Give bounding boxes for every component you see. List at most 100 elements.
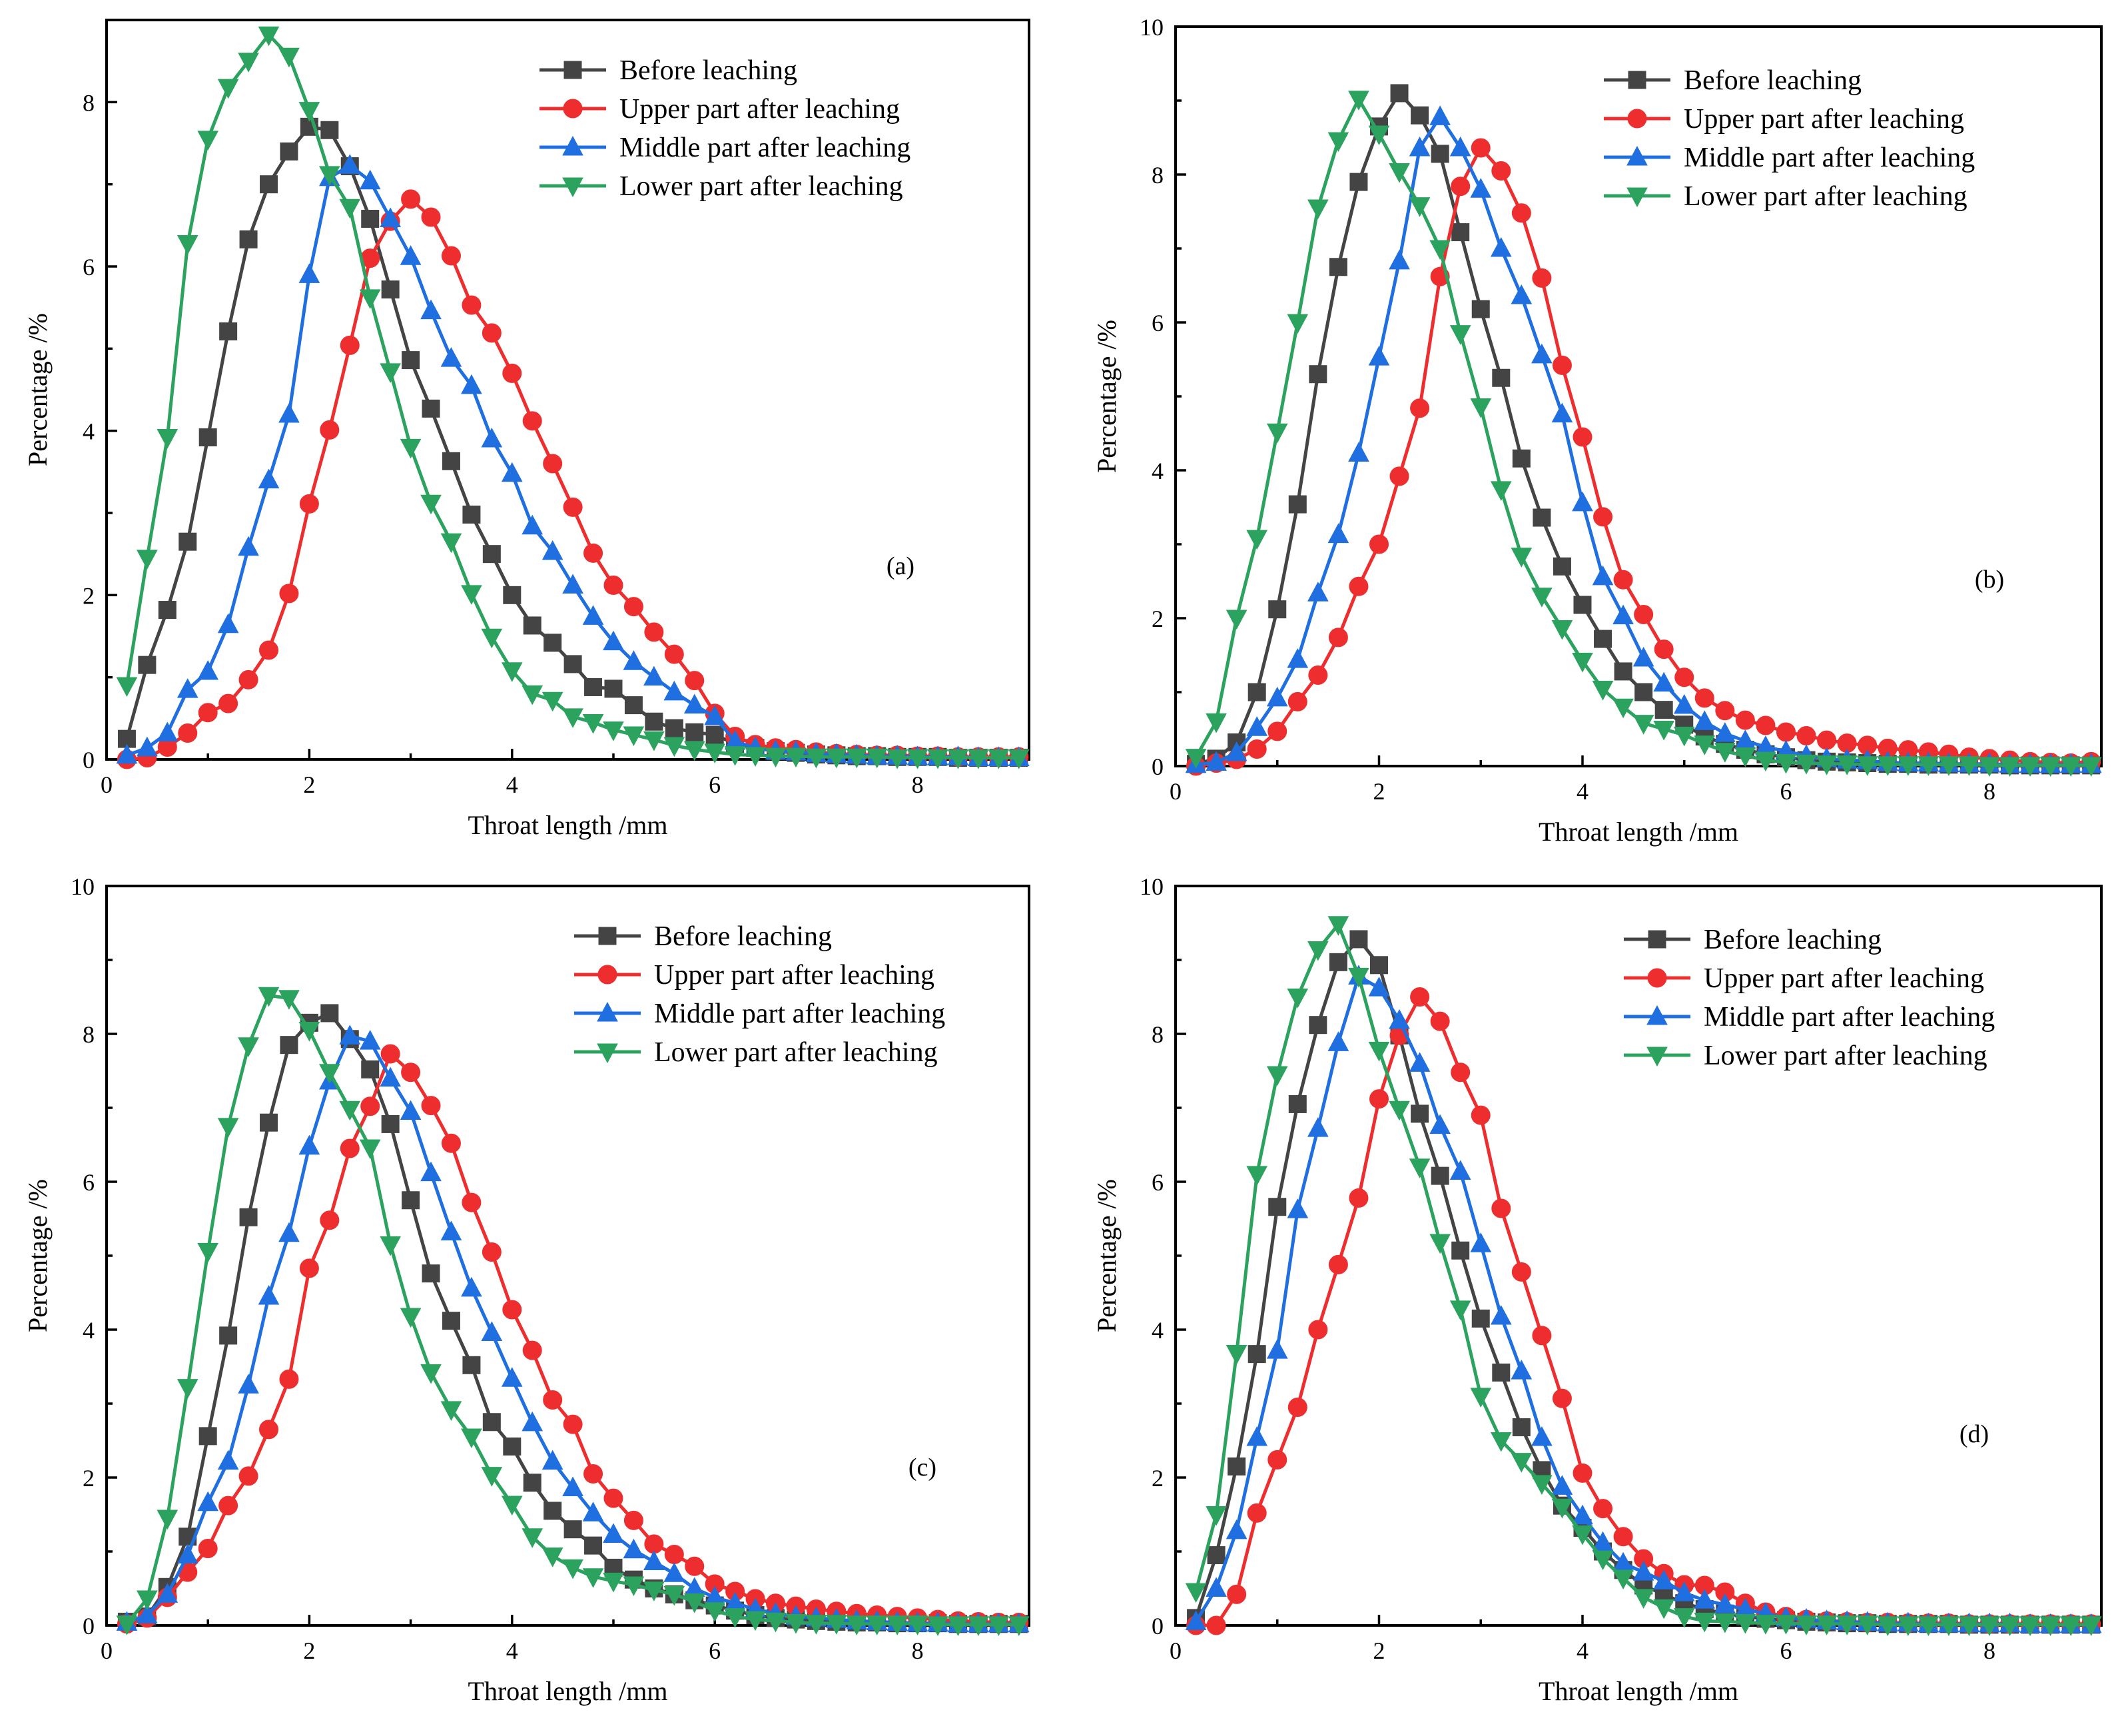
data-point-triangle-down	[1938, 1616, 1959, 1636]
data-point-circle	[360, 1096, 380, 1116]
data-point-square	[1431, 1166, 1449, 1185]
data-point-triangle-down	[420, 494, 442, 515]
data-point-circle	[583, 543, 603, 563]
data-point-square	[1390, 84, 1409, 103]
data-point-triangle-up	[1449, 136, 1471, 157]
data-point-triangle-down	[2060, 1616, 2082, 1636]
data-point-triangle-up	[623, 1538, 645, 1559]
data-point-triangle-up	[440, 1220, 462, 1240]
data-point-circle	[299, 494, 319, 514]
x-tick-label: 0	[101, 771, 113, 798]
data-point-triangle-down	[1327, 916, 1349, 936]
data-point-triangle-up	[217, 1450, 239, 1470]
x-tick-label: 6	[709, 1637, 721, 1664]
data-point-triangle-down	[825, 748, 847, 769]
data-point-triangle-down	[541, 1547, 563, 1567]
data-point-triangle-down	[597, 1043, 618, 1064]
axes-frame	[105, 19, 1030, 761]
data-point-triangle-down	[1008, 749, 1030, 769]
x-axis-title: Throat length /mm	[1539, 817, 1738, 847]
data-point-circle	[279, 584, 299, 604]
data-point-triangle-down	[1429, 240, 1451, 260]
data-point-triangle-down	[400, 1308, 422, 1328]
data-point-circle	[597, 965, 617, 985]
y-tick-label: 6	[1152, 1169, 1164, 1196]
data-point-triangle-up	[1592, 565, 1614, 586]
data-point-triangle-up	[1612, 604, 1634, 625]
x-tick-label: 6	[709, 771, 721, 798]
data-point-circle	[603, 1488, 623, 1508]
data-point-square	[1614, 662, 1632, 681]
data-point-triangle-up	[1572, 1504, 1593, 1525]
data-point-triangle-up	[1226, 1519, 1247, 1539]
data-point-triangle-down	[785, 747, 807, 768]
data-point-triangle-down	[522, 685, 543, 705]
data-point-triangle-down	[1287, 314, 1309, 334]
data-point-square	[1309, 365, 1327, 384]
data-point-triangle-up	[1287, 648, 1309, 668]
data-point-triangle-down	[1307, 199, 1329, 220]
data-point-triangle-up	[400, 1100, 422, 1120]
series-line	[1196, 146, 2091, 768]
data-point-triangle-up	[298, 1134, 320, 1155]
data-point-triangle-down	[1246, 530, 1268, 550]
data-point-circle	[1694, 688, 1714, 708]
data-point-triangle-up	[1206, 751, 1227, 771]
data-point-triangle-down	[2060, 757, 2082, 777]
data-point-triangle-down	[1796, 755, 1817, 775]
data-point-triangle-up	[1307, 582, 1329, 602]
data-point-triangle-down	[461, 585, 482, 605]
data-point-triangle-up	[1632, 1561, 1654, 1581]
data-point-triangle-up	[1632, 646, 1654, 667]
series-lower-part-after-leaching	[116, 987, 1030, 1636]
data-point-triangle-down	[805, 1615, 827, 1635]
series-upper-part-after-leaching	[117, 189, 1029, 769]
data-point-circle	[1756, 715, 1776, 735]
data-point-triangle-down	[1775, 1615, 1797, 1635]
data-point-triangle-down	[643, 731, 665, 751]
data-point-triangle-up	[597, 1001, 618, 1022]
data-point-circle	[623, 1510, 643, 1530]
data-point-circle	[1287, 1398, 1307, 1418]
data-point-triangle-up	[420, 299, 442, 320]
data-point-circle	[502, 363, 522, 383]
data-point-triangle-down	[1531, 1475, 1553, 1495]
x-tick-label: 8	[912, 771, 924, 798]
data-point-triangle-down	[541, 691, 563, 712]
data-point-triangle-up	[197, 659, 219, 680]
data-point-circle	[1491, 1198, 1511, 1218]
data-point-triangle-down	[2019, 1616, 2041, 1636]
legend-label: Middle part after leaching	[1704, 1002, 1995, 1033]
data-point-triangle-up	[1551, 1475, 1573, 1495]
data-point-triangle-down	[2080, 757, 2102, 777]
data-point-circle	[1511, 1262, 1531, 1282]
data-point-triangle-down	[988, 749, 1010, 769]
data-point-triangle-down	[1626, 187, 1648, 208]
x-tick-label: 0	[1170, 778, 1182, 805]
data-point-square	[361, 1060, 380, 1079]
data-point-circle	[1817, 730, 1837, 750]
y-tick-label: 0	[1152, 753, 1164, 780]
panel-label: (d)	[1959, 1420, 1989, 1448]
data-point-circle	[1389, 466, 1409, 486]
data-point-triangle-down	[927, 1616, 948, 1636]
data-point-triangle-down	[704, 1602, 726, 1622]
x-tick-label: 4	[1577, 1637, 1589, 1664]
data-point-square	[543, 634, 562, 652]
data-point-triangle-down	[1999, 1616, 2021, 1636]
y-tick-label: 4	[1152, 1317, 1164, 1344]
data-point-circle	[1369, 1089, 1389, 1109]
data-point-triangle-down	[582, 1568, 604, 1588]
x-axis-title: Throat length /mm	[1539, 1676, 1738, 1706]
data-point-square	[239, 230, 258, 248]
data-point-triangle-up	[1694, 1589, 1716, 1609]
data-point-triangle-down	[1938, 756, 1959, 776]
data-point-triangle-down	[501, 662, 523, 682]
data-point-triangle-up	[582, 1502, 604, 1521]
data-point-square	[178, 532, 197, 551]
data-point-triangle-down	[440, 1401, 462, 1421]
data-point-triangle-up	[541, 1450, 563, 1470]
data-point-square	[503, 1437, 522, 1456]
data-point-triangle-up	[541, 540, 563, 560]
data-point-triangle-down	[238, 1037, 259, 1057]
